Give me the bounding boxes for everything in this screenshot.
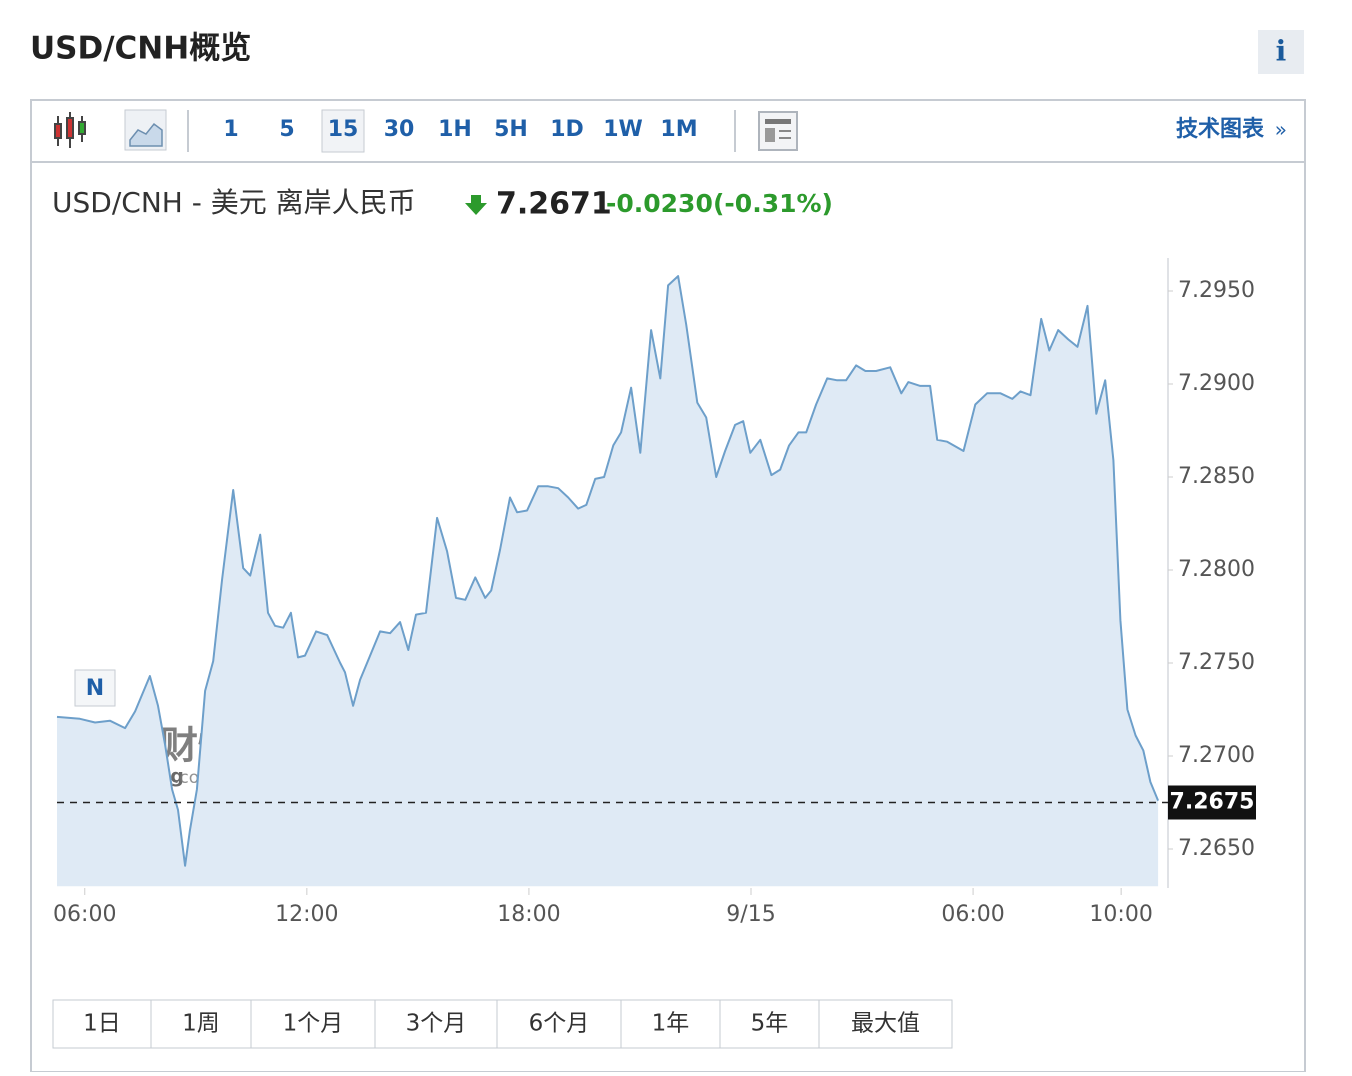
range-button[interactable] [374, 999, 498, 1049]
quote-change-pct: (-0.31%) [713, 189, 833, 218]
interval-button[interactable]: 15 [328, 117, 359, 142]
range-label[interactable]: 1年 [652, 1011, 690, 1037]
range-label[interactable]: 6个月 [529, 1011, 590, 1037]
table-icon[interactable] [758, 111, 798, 151]
last-price-label: 7.2675 [1170, 790, 1255, 815]
tech-chart-arrow[interactable]: » [1275, 118, 1287, 142]
range-label[interactable]: 最大值 [851, 1011, 920, 1037]
range-button[interactable] [250, 999, 376, 1049]
interval-button[interactable]: 1D [550, 117, 584, 142]
area-icon[interactable] [129, 122, 163, 147]
last-price-box [1168, 785, 1256, 820]
y-tick-label: 7.2650 [1178, 836, 1255, 861]
interval-selected[interactable] [321, 109, 365, 153]
range-label[interactable]: 1日 [83, 1011, 121, 1037]
x-tick-label: 06:00 [941, 902, 1004, 927]
area-fill [57, 276, 1159, 887]
interval-button[interactable]: 1H [438, 117, 472, 142]
range-label[interactable]: 1周 [182, 1011, 220, 1037]
interval-button[interactable]: 30 [384, 117, 415, 142]
range-label[interactable]: 5年 [751, 1011, 789, 1037]
info-button[interactable] [1258, 30, 1304, 74]
y-tick-label: 7.2750 [1178, 650, 1255, 675]
y-tick-label: 7.2900 [1178, 371, 1255, 396]
quote-price: 7.2671 [496, 187, 612, 222]
interval-button[interactable]: 5H [494, 117, 528, 142]
x-tick-label: 06:00 [53, 902, 116, 927]
news-marker-box[interactable] [74, 669, 116, 707]
range-button[interactable] [719, 999, 820, 1049]
y-tick-label: 7.2800 [1178, 557, 1255, 582]
range-button[interactable] [496, 999, 622, 1049]
x-tick-label: 10:00 [1089, 902, 1152, 927]
down-arrow [465, 195, 487, 215]
range-button[interactable] [620, 999, 721, 1049]
interval-button[interactable]: 5 [279, 117, 294, 142]
interval-bar: 1 5 15 30 1H 5H 1D 1W 1M [223, 109, 698, 153]
x-tick-label: 18:00 [497, 902, 560, 927]
interval-button[interactable]: 1M [660, 117, 697, 142]
range-button[interactable] [818, 999, 953, 1049]
y-tick-label: 7.2950 [1178, 278, 1255, 303]
x-tick-label: 9/15 [726, 902, 775, 927]
tech-chart-link[interactable]: 技术图表 [1176, 117, 1265, 142]
interval-button[interactable]: 1 [223, 117, 238, 142]
news-marker[interactable]: N [86, 676, 104, 701]
interval-button[interactable]: 1W [603, 117, 643, 142]
range-button[interactable] [150, 999, 252, 1049]
quote-change: -0.0230 [606, 189, 713, 218]
page-title: USD/CNH概览 [30, 31, 251, 67]
range-label[interactable]: 1个月 [283, 1011, 344, 1037]
quote-name: USD/CNH - 美元 离岸人民币 [52, 186, 416, 219]
price-line [56, 275, 1160, 867]
x-tick-label: 12:00 [275, 902, 338, 927]
y-tick-label: 7.2850 [1178, 464, 1255, 489]
info-icon[interactable]: i [1276, 35, 1287, 68]
range-bar: 1日 1周 1个月 3个月 6个月 1年 5年 最大值 [52, 999, 953, 1049]
y-tick-label: 7.2700 [1178, 743, 1255, 768]
candle-icon[interactable] [54, 112, 86, 148]
range-label[interactable]: 3个月 [406, 1011, 467, 1037]
plot: 英为财情Investing.comN7.26507.27007.27507.28… [53, 258, 1256, 927]
